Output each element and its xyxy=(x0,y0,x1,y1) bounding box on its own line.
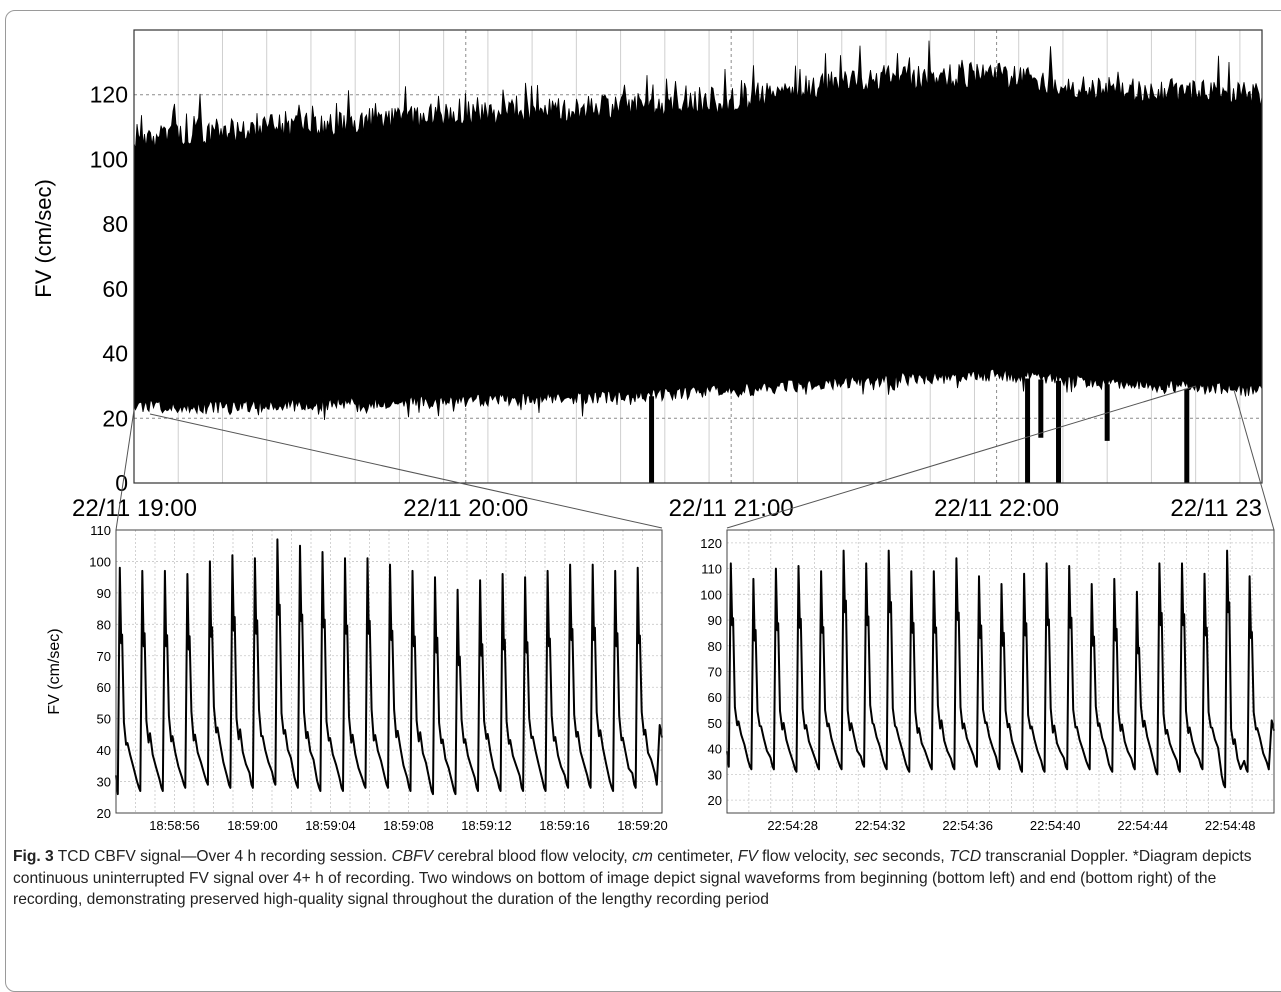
left-x-tick-label: 18:59:08 xyxy=(383,818,434,833)
zoom-connector xyxy=(726,385,1197,529)
main-signal xyxy=(133,40,1263,421)
caption-text: TCD CBFV signal—Over 4 h recording sessi… xyxy=(53,848,392,865)
caption-text: cerebral blood flow velocity, xyxy=(433,848,633,865)
main-y-tick-label: 40 xyxy=(102,341,128,367)
left-y-tick-label: 70 xyxy=(97,649,111,664)
main-x-tick-label: 22/11 22:00 xyxy=(934,495,1059,522)
right-y-tick-label: 30 xyxy=(708,767,722,782)
figure-label: Fig. 3 xyxy=(13,848,54,865)
right-waveform xyxy=(726,549,1275,789)
right-y-tick-label: 70 xyxy=(708,665,722,680)
caption-abbr: CBFV xyxy=(391,848,434,865)
left-y-tick-label: 90 xyxy=(97,586,111,601)
left-y-tick-label: 40 xyxy=(97,743,111,758)
left-y-tick-label: 20 xyxy=(97,806,111,821)
right-plot-frame xyxy=(726,529,1275,814)
main-y-tick-label: 20 xyxy=(102,405,128,431)
caption-body: TCD CBFV signal—Over 4 h recording sessi… xyxy=(13,848,1252,908)
right-y-tick-label: 110 xyxy=(701,562,722,577)
left-x-tick-label: 18:59:16 xyxy=(539,818,590,833)
zoom-connector xyxy=(115,409,135,531)
zoom-connector xyxy=(149,413,663,529)
left-y-tick-label: 60 xyxy=(97,680,111,695)
left-y-tick-label: 100 xyxy=(89,554,111,569)
right-y-tick-label: 40 xyxy=(708,742,722,757)
caption-abbr: sec xyxy=(853,848,878,865)
left-y-tick-label: 110 xyxy=(90,523,111,538)
right-y-tick-label: 60 xyxy=(708,690,722,705)
left-waveform xyxy=(115,538,663,796)
main-x-tick-label: 22/11 23 xyxy=(1170,495,1262,522)
main-y-tick-label: 0 xyxy=(115,470,128,496)
caption-text: centimeter, xyxy=(652,848,738,865)
right-y-tick-label: 50 xyxy=(708,716,722,731)
main-y-tick-label: 120 xyxy=(90,82,128,108)
caption-text: transcranial Doppler. *Diagram depicts c… xyxy=(13,848,1252,908)
right-chart: 20 30 40 50 60 70 80 90 100 110 120 22:54:28 22:54:3… xyxy=(700,529,1275,833)
left-y-tick-label: 80 xyxy=(97,617,111,632)
main-x-tick-label: 22/11 21:00 xyxy=(669,495,794,522)
right-y-tick-label: 90 xyxy=(708,613,722,628)
main-y-axis-label: FV (cm/sec) xyxy=(31,179,56,298)
caption-abbr: FV xyxy=(737,848,758,865)
right-y-tick-label: 20 xyxy=(708,793,722,808)
left-plot-frame xyxy=(115,529,663,814)
right-x-tick-label: 22:54:48 xyxy=(1205,818,1256,833)
right-x-tick-label: 22:54:28 xyxy=(767,818,818,833)
caption-abbr: cm xyxy=(632,848,653,865)
right-x-tick-label: 22:54:44 xyxy=(1117,818,1168,833)
main-y-tick-label: 100 xyxy=(90,146,128,172)
caption-text: seconds, xyxy=(877,848,950,865)
right-x-tick-label: 22:54:32 xyxy=(855,818,906,833)
right-y-tick-label: 120 xyxy=(700,536,722,551)
left-x-tick-label: 18:59:12 xyxy=(461,818,512,833)
main-y-tick-label: 60 xyxy=(102,276,128,302)
main-chart: 0 20 40 60 80 100 120 22/11 19:00 22/11 20:00 22/… xyxy=(31,29,1275,531)
left-y-tick-label: 50 xyxy=(97,712,111,727)
left-y-tick-label: 30 xyxy=(97,775,111,790)
left-x-tick-label: 18:59:20 xyxy=(617,818,668,833)
main-x-tick-label: 22/11 19:00 xyxy=(72,495,197,522)
right-x-tick-label: 22:54:40 xyxy=(1030,818,1081,833)
left-x-tick-label: 18:59:04 xyxy=(305,818,356,833)
left-y-axis-label: FV (cm/sec) xyxy=(46,628,63,714)
right-y-tick-label: 80 xyxy=(708,639,722,654)
main-plot-frame xyxy=(133,29,1263,484)
main-x-tick-label: 22/11 20:00 xyxy=(403,495,528,522)
right-x-tick-label: 22:54:36 xyxy=(942,818,993,833)
main-y-tick-label: 80 xyxy=(102,211,128,237)
right-y-tick-label: 100 xyxy=(700,587,722,602)
left-x-tick-label: 18:59:00 xyxy=(227,818,278,833)
caption-abbr: TCD xyxy=(949,848,982,865)
zoom-connector xyxy=(1233,389,1275,531)
left-chart: 20 30 40 50 60 70 80 90 100 110 18:58:56 18:59:00 18… xyxy=(46,523,668,833)
caption-text: flow velocity, xyxy=(757,848,854,865)
left-x-tick-label: 18:58:56 xyxy=(149,818,200,833)
figure-charts: 0 20 40 60 80 100 120 22/11 19:00 22/11 20:00 22/… xyxy=(31,29,1275,833)
figure-caption: Fig. 3 TCD CBFV signal—Over 4 h recordin… xyxy=(13,846,1275,911)
